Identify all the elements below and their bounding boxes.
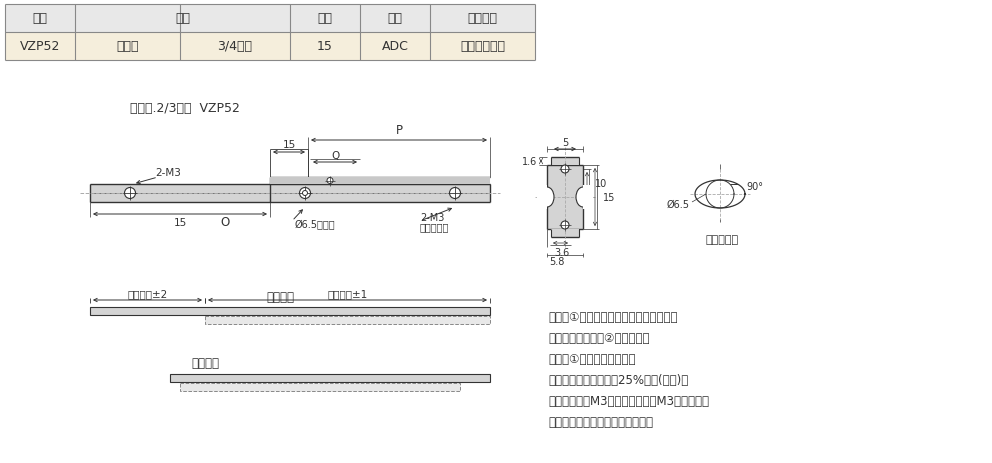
Circle shape	[327, 178, 333, 184]
Text: 关闭状态: 关闭状态	[191, 357, 219, 369]
Text: 特点：①滑轨主体使用铝合金，重量轻，: 特点：①滑轨主体使用铝合金，重量轻，	[548, 311, 678, 324]
Bar	[547, 166, 583, 230]
Text: 类型: 类型	[175, 13, 190, 25]
Text: 打开状态: 打开状态	[266, 291, 294, 304]
Text: 代码: 代码	[33, 13, 48, 25]
Text: 材质: 材质	[388, 13, 403, 25]
Bar	[5, 5, 535, 33]
Bar	[170, 374, 490, 382]
Circle shape	[300, 188, 310, 199]
Bar	[205, 316, 490, 324]
Circle shape	[561, 221, 569, 230]
Text: 10: 10	[595, 179, 607, 188]
Text: 外轨安装孔: 外轨安装孔	[705, 234, 738, 244]
Text: Ø6.5通道孔: Ø6.5通道孔	[295, 219, 335, 230]
Ellipse shape	[576, 188, 590, 207]
Text: ADC: ADC	[382, 40, 409, 53]
Bar	[90, 307, 490, 315]
Text: 5.8: 5.8	[549, 257, 564, 266]
Text: 宽度: 宽度	[317, 13, 332, 25]
Text: Ø6.5: Ø6.5	[667, 200, 690, 210]
Text: 3.6: 3.6	[555, 247, 569, 257]
Text: 注意：①水平安装使用时，: 注意：①水平安装使用时，	[548, 353, 636, 366]
Text: 本色阳极氧化: 本色阳极氧化	[460, 40, 505, 53]
Text: 滑轨长度±1: 滑轨长度±1	[327, 288, 368, 298]
Circle shape	[125, 188, 136, 199]
Text: P: P	[396, 124, 403, 137]
Bar	[5, 33, 535, 61]
Text: 15: 15	[283, 140, 296, 150]
Text: 1.6: 1.6	[522, 156, 537, 167]
Text: 两段式: 两段式	[116, 40, 139, 53]
Circle shape	[303, 191, 308, 196]
Text: O: O	[220, 216, 229, 229]
Text: 2-M3: 2-M3	[420, 213, 444, 223]
Bar	[583, 186, 593, 210]
Text: VZP52: VZP52	[20, 40, 61, 53]
Text: 15: 15	[603, 193, 615, 202]
Text: 5: 5	[561, 138, 568, 148]
Text: 3/4伸展: 3/4伸展	[217, 40, 253, 53]
Bar	[90, 185, 490, 202]
Text: 90°: 90°	[746, 181, 763, 192]
Bar	[270, 178, 490, 185]
Bar	[180, 383, 460, 391]
Text: 2-M3: 2-M3	[155, 168, 181, 178]
Bar	[537, 186, 547, 210]
Text: 负载能力下降到额定的25%左右(参考)。: 负载能力下降到额定的25%左右(参考)。	[548, 374, 688, 387]
Text: 体积小，价格低。②内轨不可抽: 体积小，价格低。②内轨不可抽	[548, 332, 650, 345]
Bar	[551, 230, 579, 238]
Bar	[551, 158, 579, 166]
Text: 平头螺栓孔: 平头螺栓孔	[420, 221, 449, 232]
Text: 两段式.2/3伸展  VZP52: 两段式.2/3伸展 VZP52	[130, 101, 240, 114]
Text: 15: 15	[174, 218, 186, 227]
Text: 推荐内轨使用M3螺钉，外轨使用M3扁头螺钉。: 推荐内轨使用M3螺钉，外轨使用M3扁头螺钉。	[548, 394, 709, 407]
Text: 15: 15	[317, 40, 333, 53]
Circle shape	[449, 188, 460, 199]
Text: Q: Q	[331, 150, 339, 161]
Circle shape	[561, 166, 569, 174]
Text: 按根销售，承载与重量仅供参考。: 按根销售，承载与重量仅供参考。	[548, 416, 653, 429]
Ellipse shape	[540, 188, 554, 207]
Text: 表面处理: 表面处理	[467, 13, 498, 25]
Text: 滑轨行程±2: 滑轨行程±2	[127, 288, 168, 298]
